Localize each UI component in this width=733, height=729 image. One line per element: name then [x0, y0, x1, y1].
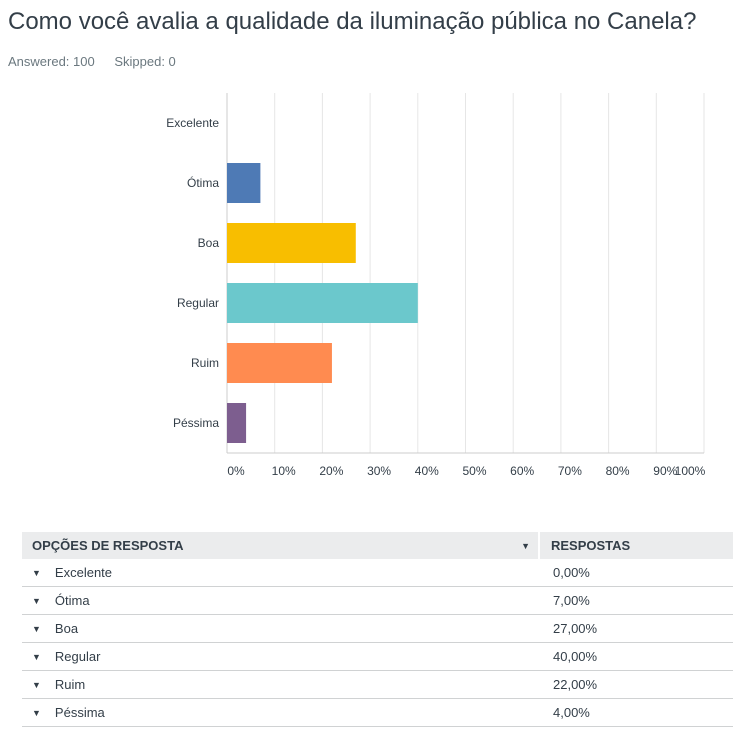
answer-option: ▼ Ruim: [22, 677, 542, 692]
expand-caret-icon[interactable]: ▼: [32, 707, 41, 718]
category-label: Regular: [177, 296, 219, 310]
skipped-count: Skipped: 0: [114, 54, 176, 69]
category-label: Ruim: [191, 356, 219, 370]
table-row: ▼ Excelente 0,00%: [22, 559, 733, 587]
results-table: OPÇÕES DE RESPOSTA ▼ RESPOSTAS ▼ Excelente…: [22, 532, 733, 727]
response-percent: 4,00%: [553, 705, 590, 720]
answer-option: ▼ Ótima: [22, 593, 542, 608]
table-row: ▼ Péssima 4,00%: [22, 699, 733, 727]
response-percent: 22,00%: [553, 677, 598, 692]
table-row: ▼ Regular 40,00%: [22, 643, 733, 671]
answer-label: Boa: [54, 621, 79, 636]
x-tick-label: 60%: [510, 464, 534, 478]
bar-ruim: [227, 343, 332, 383]
answer-option: ▼ Boa: [22, 621, 542, 636]
x-tick-label: 30%: [367, 464, 391, 478]
answer-label: Péssima: [54, 705, 105, 720]
question-title: Como você avalia a qualidade da iluminaç…: [8, 8, 697, 35]
sort-arrow-icon[interactable]: ▼: [521, 540, 530, 551]
answer-label: Excelente: [54, 565, 113, 580]
answer-option: ▼ Excelente: [22, 565, 542, 580]
x-tick-label: 40%: [415, 464, 439, 478]
expand-caret-icon[interactable]: ▼: [32, 679, 41, 690]
bar-regular: [227, 283, 418, 323]
category-label: Péssima: [173, 416, 219, 430]
bar-chart: 0% 10% 20% 30% 40% 50% 60% 70% 80% 90%100% Excelen…: [166, 93, 706, 478]
response-percent: 40,00%: [553, 649, 598, 664]
x-tick-label: 80%: [606, 464, 630, 478]
x-tick-label: 100%: [675, 464, 706, 478]
table-row: ▼ Boa 27,00%: [22, 615, 733, 643]
x-tick-label: 20%: [319, 464, 343, 478]
header-answer-options[interactable]: OPÇÕES DE RESPOSTA ▼: [22, 532, 540, 559]
expand-caret-icon[interactable]: ▼: [32, 567, 41, 578]
expand-caret-icon[interactable]: ▼: [32, 623, 41, 634]
table-header: OPÇÕES DE RESPOSTA ▼ RESPOSTAS: [22, 532, 733, 559]
answer-label: Regular: [54, 649, 101, 664]
x-tick-label: 50%: [462, 464, 486, 478]
x-tick-label: 90%: [653, 464, 677, 478]
answer-option: ▼ Regular: [22, 649, 542, 664]
answer-label: Ótima: [54, 593, 90, 608]
table-row: ▼ Ruim 22,00%: [22, 671, 733, 699]
expand-caret-icon[interactable]: ▼: [32, 651, 41, 662]
answer-label: Ruim: [54, 677, 86, 692]
x-tick-label: 0%: [227, 464, 245, 478]
bar-péssima: [227, 403, 247, 443]
header-responses[interactable]: RESPOSTAS: [551, 538, 631, 553]
header-label: OPÇÕES DE RESPOSTA: [32, 538, 184, 553]
response-stats: Answered: 100 Skipped: 0: [8, 54, 192, 69]
bar-ótima: [227, 163, 261, 203]
category-label: Excelente: [166, 116, 219, 130]
answer-option: ▼ Péssima: [22, 705, 542, 720]
response-percent: 27,00%: [553, 621, 598, 636]
response-percent: 0,00%: [553, 565, 590, 580]
x-tick-label: 10%: [272, 464, 296, 478]
table-row: ▼ Ótima 7,00%: [22, 587, 733, 615]
category-label: Boa: [198, 236, 220, 250]
response-percent: 7,00%: [553, 593, 590, 608]
expand-caret-icon[interactable]: ▼: [32, 595, 41, 606]
x-tick-label: 70%: [558, 464, 582, 478]
category-label: Ótima: [187, 175, 219, 190]
answered-count: Answered: 100: [8, 54, 95, 69]
bar-boa: [227, 223, 356, 263]
